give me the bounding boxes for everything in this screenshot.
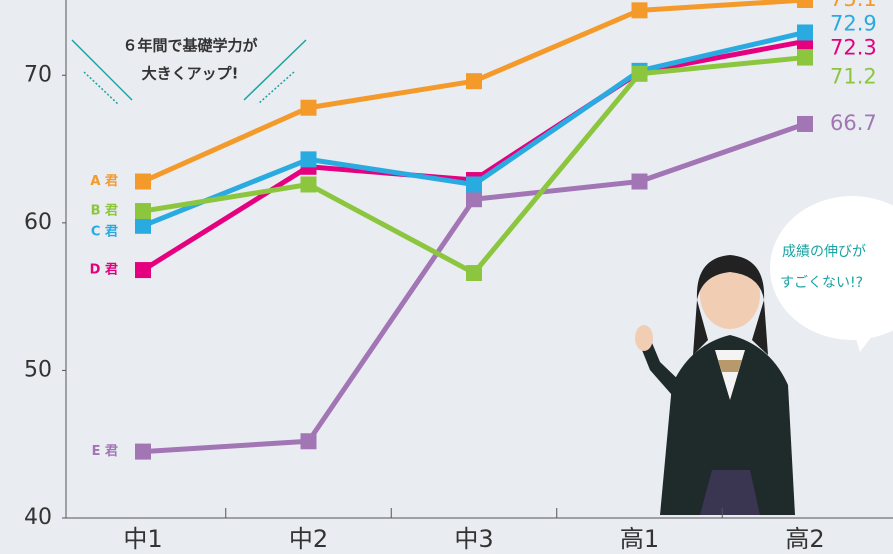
y-tick-label: 60	[24, 210, 52, 235]
x-tick-label: 中1	[123, 525, 162, 553]
value-label: 71.2	[830, 65, 877, 89]
value-label: 72.9	[830, 11, 877, 35]
page: ６年間で基礎学力が 大きくアップ! 成績の伸びが すごくない!? 40 50 60 7…	[0, 0, 893, 554]
y-tick-label: 70	[24, 62, 52, 87]
point	[301, 151, 317, 167]
point	[135, 174, 151, 190]
point	[466, 265, 482, 281]
callout: すごくない!?	[780, 275, 863, 291]
x-tick-label: 高2	[785, 525, 824, 553]
point	[135, 262, 151, 278]
annotation: ６年間で基礎学力が	[122, 37, 258, 55]
value-label: 72.3	[830, 35, 877, 59]
y-tick-label: 40	[24, 505, 52, 530]
point	[797, 50, 813, 66]
point	[135, 203, 151, 219]
point	[135, 218, 151, 234]
series-name: E 君	[92, 444, 118, 459]
point	[466, 73, 482, 89]
point	[797, 24, 813, 40]
point	[797, 116, 813, 132]
series-name: B 君	[91, 204, 118, 219]
point	[301, 433, 317, 449]
chart: ６年間で基礎学力が 大きくアップ! 成績の伸びが すごくない!? 40 50 60 7…	[0, 0, 893, 554]
point	[466, 191, 482, 207]
point	[135, 444, 151, 460]
point	[301, 100, 317, 116]
point	[797, 0, 813, 8]
point	[632, 66, 648, 82]
series-name: C 君	[91, 224, 118, 239]
point	[301, 176, 317, 192]
point	[632, 2, 648, 18]
value-label: 75.1	[830, 0, 877, 11]
point	[632, 174, 648, 190]
series-name: A 君	[90, 174, 118, 189]
x-tick-label: 中3	[454, 525, 493, 553]
value-label: 66.7	[830, 111, 877, 135]
annotation: 大きくアップ!	[142, 65, 239, 83]
y-tick-label: 50	[24, 357, 52, 382]
x-tick-label: 中2	[289, 525, 328, 553]
callout: 成績の伸びが	[782, 244, 866, 260]
x-tick-label: 高1	[620, 525, 659, 553]
series-name: D 君	[90, 263, 118, 278]
point	[466, 176, 482, 192]
